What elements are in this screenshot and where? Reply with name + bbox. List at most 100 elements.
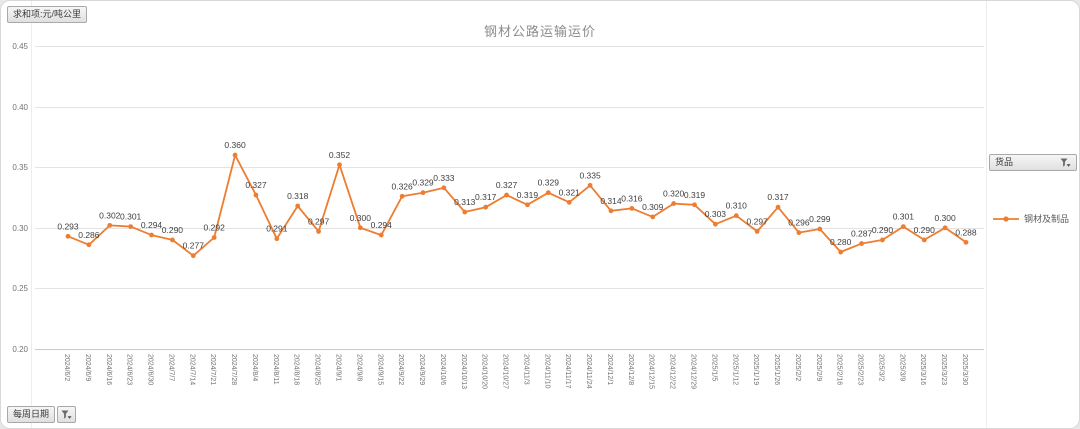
x-axis-label: 2024/10/6: [439, 354, 446, 385]
x-axis-label: 2025/2/16: [836, 354, 843, 385]
data-point-label: 0.320: [663, 189, 685, 199]
data-point-marker: [86, 242, 92, 248]
x-axis-label: 2024/9/1: [334, 354, 341, 381]
y-axis-label: 0.30: [12, 224, 28, 233]
data-point-marker: [190, 253, 196, 259]
data-point-label: 0.302: [99, 210, 121, 220]
x-axis-label: 2024/11/24: [585, 354, 592, 389]
x-axis-label: 2024/12/15: [648, 354, 655, 389]
data-point-marker: [566, 199, 572, 205]
data-point-marker: [420, 190, 426, 196]
data-point-label: 0.318: [287, 191, 309, 201]
x-axis-label: 2025/3/30: [961, 354, 968, 385]
data-point-label: 0.317: [475, 192, 497, 202]
legend: 钢材及制品: [993, 212, 1069, 225]
data-point-label: 0.296: [788, 218, 810, 228]
data-point-label: 0.329: [538, 178, 560, 188]
data-point-marker: [441, 185, 447, 191]
x-axis-label: 2024/7/28: [230, 354, 237, 385]
axis-field-label: 每周日期: [13, 409, 50, 419]
data-point-marker: [608, 208, 614, 214]
x-axis-label: 2024/7/7: [167, 354, 174, 381]
data-point-label: 0.290: [162, 225, 184, 235]
x-axis-label: 2024/6/16: [105, 354, 112, 385]
data-point-marker: [900, 224, 906, 229]
data-point-label: 0.319: [517, 190, 539, 200]
data-point-label: 0.326: [391, 181, 413, 191]
x-axis-label: 2025/3/16: [919, 354, 926, 385]
x-axis-label: 2024/12/8: [627, 354, 634, 385]
x-axis-label: 2024/10/20: [481, 354, 488, 389]
data-point-label: 0.297: [308, 216, 330, 226]
legend-series-label: 钢材及制品: [1024, 214, 1070, 224]
x-axis-label: 2024/7/14: [188, 354, 195, 385]
x-axis-label: 2024/9/8: [355, 354, 362, 381]
data-point-label: 0.321: [559, 187, 581, 197]
data-point-marker: [921, 237, 927, 243]
data-point-label: 0.301: [120, 212, 142, 222]
x-axis-label: 2024/9/29: [418, 354, 425, 385]
value-field-button[interactable]: 求和项:元/吨公里: [7, 6, 88, 23]
data-point-label: 0.291: [266, 224, 288, 234]
data-point-marker: [316, 229, 322, 234]
x-axis-label: 2025/3/2: [877, 354, 884, 381]
data-point-label: 0.287: [851, 229, 873, 239]
axis-field-button-group: 每周日期: [7, 406, 77, 423]
data-point-marker: [378, 232, 384, 238]
x-axis-label: 2024/6/2: [63, 354, 70, 381]
data-point-marker: [692, 202, 697, 208]
data-point-label: 0.310: [726, 201, 748, 211]
data-point-label: 0.300: [934, 213, 956, 223]
funnel-filter-icon: [61, 410, 72, 419]
data-point-label: 0.292: [204, 222, 226, 232]
x-axis-label: 2025/2/2: [794, 354, 801, 381]
value-field-label: 求和项:元/吨公里: [13, 9, 82, 19]
data-point-marker: [587, 182, 593, 188]
x-axis-label: 2025/1/5: [710, 354, 717, 381]
data-point-label: 0.286: [78, 230, 100, 240]
data-point-label: 0.297: [747, 216, 769, 226]
data-point-label: 0.327: [496, 180, 518, 190]
data-point-marker: [525, 202, 530, 208]
data-point-marker: [211, 235, 217, 240]
data-point-marker: [733, 213, 739, 219]
data-point-marker: [149, 232, 154, 238]
data-point-label: 0.352: [329, 150, 351, 160]
data-point-label: 0.329: [412, 178, 434, 188]
x-axis-label: 2025/2/23: [857, 354, 864, 385]
data-point-label: 0.316: [621, 193, 643, 203]
legend-field-label: 货品: [995, 157, 1014, 167]
legend-field-button[interactable]: 货品: [989, 154, 1077, 171]
data-point-marker: [754, 229, 760, 234]
data-point-label: 0.317: [767, 192, 789, 202]
x-axis-label: 2025/1/19: [752, 354, 759, 385]
axis-field-filter-button[interactable]: [57, 406, 77, 423]
x-axis-label: 2024/11/3: [522, 354, 529, 385]
data-point-marker: [817, 226, 823, 232]
data-point-marker: [838, 249, 844, 255]
axis-field-button[interactable]: 每周日期: [7, 406, 56, 423]
data-point-marker: [399, 193, 405, 199]
data-point-marker: [274, 236, 280, 242]
x-axis-label: 2025/3/23: [940, 354, 947, 385]
data-point-label: 0.327: [245, 180, 267, 190]
y-axis-label: 0.45: [12, 42, 28, 51]
data-point-label: 0.314: [600, 196, 622, 206]
x-axis-label: 2025/1/26: [773, 354, 780, 385]
data-point-marker: [170, 237, 175, 243]
legend-marker-icon: [993, 215, 1019, 222]
data-point-marker: [796, 230, 802, 236]
data-point-label: 0.313: [454, 197, 476, 207]
data-point-label: 0.288: [955, 227, 977, 237]
data-point-marker: [859, 241, 864, 246]
y-axis-label: 0.35: [12, 163, 28, 172]
data-point-label: 0.294: [141, 220, 163, 230]
data-point-marker: [295, 203, 301, 209]
data-point-label: 0.277: [183, 241, 205, 251]
data-point-marker: [128, 224, 134, 229]
data-point-label: 0.319: [684, 190, 706, 200]
data-point-label: 0.299: [809, 214, 831, 224]
data-point-label: 0.333: [433, 173, 455, 183]
